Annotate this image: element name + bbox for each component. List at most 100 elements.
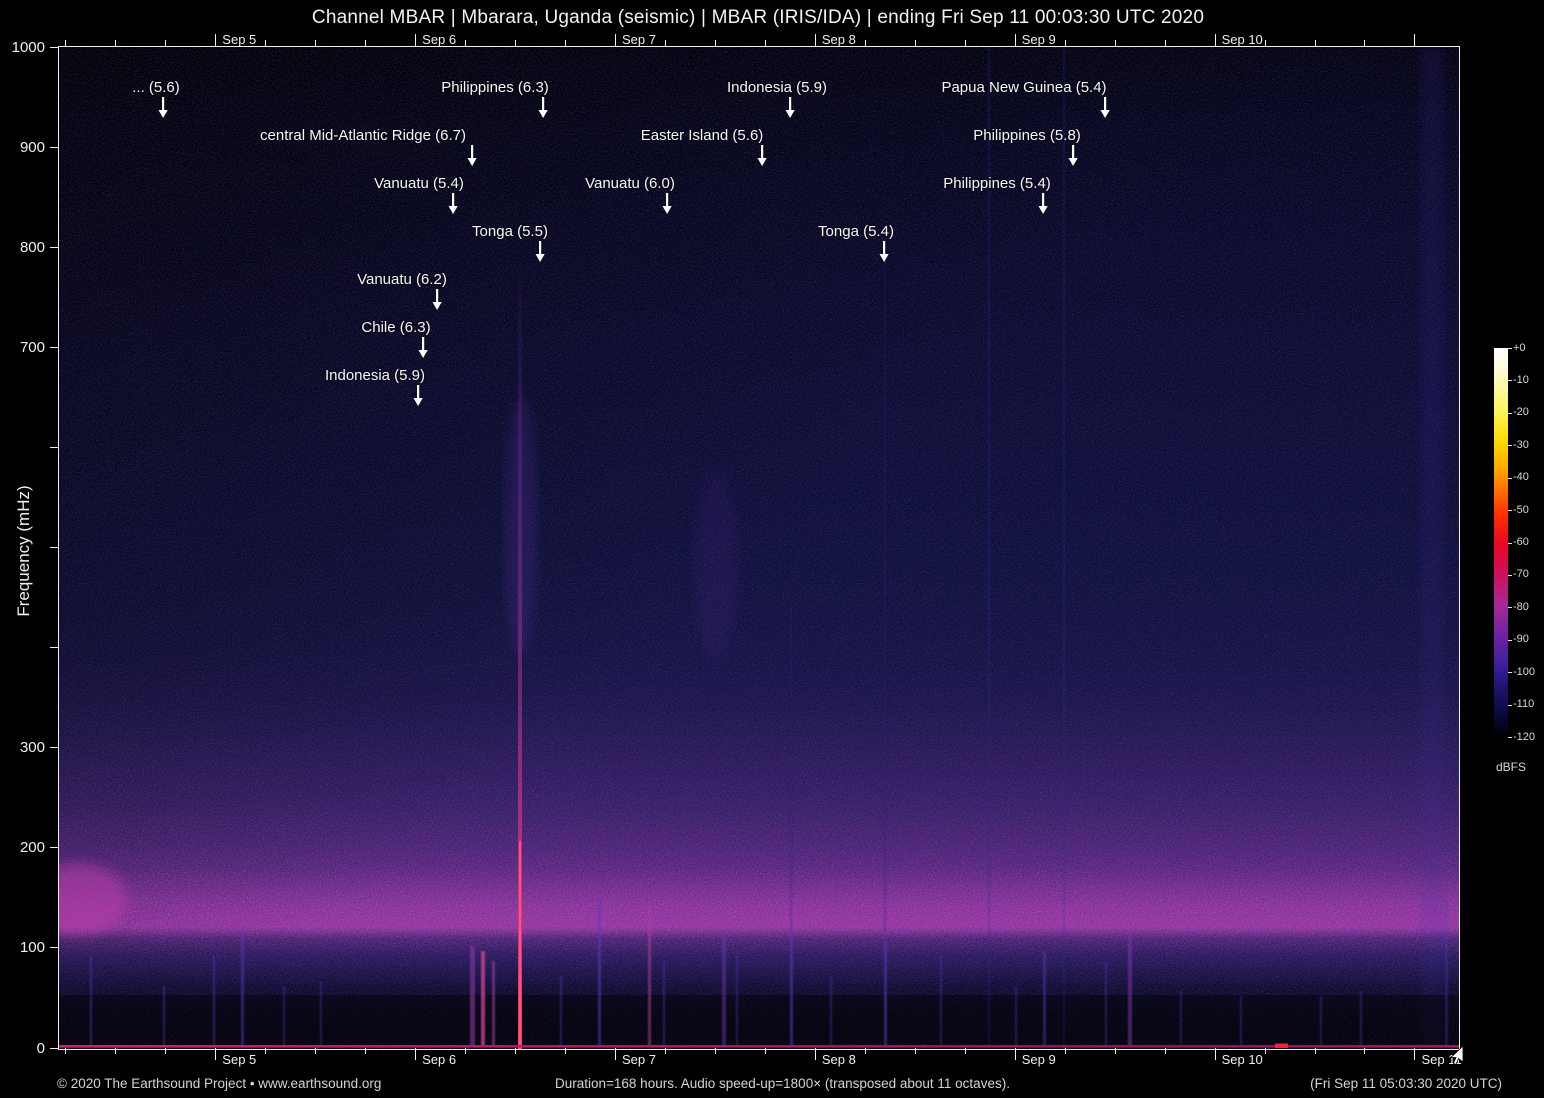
x-tick-label-top: Sep 5	[222, 31, 257, 47]
event-label: Philippines (5.4)	[943, 175, 1051, 192]
spectrogram-image	[59, 47, 1459, 1049]
x-minor-tick	[1364, 1048, 1366, 1054]
colorbar-tick-label: -70	[1513, 568, 1529, 581]
down-arrow-icon	[879, 241, 889, 262]
x-minor-tick	[1064, 1048, 1066, 1054]
down-arrow-icon	[432, 289, 442, 310]
chart-title: Channel MBAR | Mbarara, Uganda (seismic)…	[311, 7, 1205, 28]
x-minor-tick	[1114, 40, 1116, 46]
y-tick	[50, 747, 58, 749]
colorbar-tick-label: -80	[1513, 600, 1529, 613]
x-minor-tick	[265, 40, 267, 46]
colorbar-tick	[1508, 737, 1512, 739]
x-minor-tick	[664, 40, 666, 46]
y-tick-label: 900	[19, 138, 45, 156]
x-major-tick	[1214, 34, 1216, 46]
x-minor-tick	[714, 40, 716, 46]
x-minor-tick	[1264, 1048, 1266, 1054]
footer-timestamp: (Fri Sep 11 05:03:30 2020 UTC)	[1310, 1076, 1502, 1091]
x-minor-tick	[565, 1048, 567, 1054]
down-arrow-icon	[1100, 97, 1110, 118]
x-tick-label-bottom: Sep 6	[422, 1052, 457, 1067]
x-minor-tick	[515, 40, 517, 46]
down-arrow-icon	[418, 337, 428, 358]
x-major-tick	[1014, 1048, 1016, 1060]
x-minor-tick	[365, 1048, 367, 1054]
x-minor-tick	[1364, 40, 1366, 46]
colorbar-tick	[1508, 348, 1512, 349]
footer-duration: Duration=168 hours. Audio speed-up=1800×…	[555, 1076, 1010, 1091]
x-tick-label-bottom: Sep 10	[1221, 1052, 1263, 1067]
down-arrow-icon	[413, 385, 423, 406]
colorbar-tick	[1508, 574, 1512, 576]
colorbar-tick	[1508, 412, 1512, 414]
down-arrow-icon	[535, 241, 545, 262]
y-tick	[50, 1047, 58, 1049]
colorbar-tick	[1508, 639, 1512, 641]
colorbar-tick-label: -100	[1513, 665, 1536, 678]
colorbar-tick	[1508, 445, 1512, 447]
colorbar-tick-label: -90	[1513, 633, 1529, 646]
event-label: Indonesia (5.9)	[324, 367, 426, 384]
x-minor-tick	[664, 1048, 666, 1054]
event-label: Philippines (6.3)	[441, 79, 549, 96]
x-major-tick	[415, 34, 417, 46]
plot-area	[58, 46, 1460, 1050]
x-minor-tick	[964, 1048, 966, 1054]
x-major-tick	[814, 34, 816, 46]
y-tick	[50, 446, 58, 448]
colorbar-unit-label: dBFS	[1496, 760, 1527, 774]
x-major-tick	[1414, 1048, 1416, 1060]
x-minor-tick	[315, 40, 317, 46]
y-tick	[50, 547, 58, 548]
x-minor-tick	[165, 1048, 167, 1054]
y-tick	[50, 647, 58, 649]
x-tick-label-top: Sep 9	[1021, 31, 1056, 47]
y-tick	[50, 46, 58, 48]
y-tick	[50, 246, 58, 248]
colorbar-tick-label: -20	[1513, 406, 1529, 419]
down-arrow-icon	[467, 145, 477, 166]
x-minor-tick	[515, 1048, 517, 1054]
y-tick-label: 700	[19, 338, 45, 356]
x-minor-tick	[914, 40, 916, 46]
x-tick-label-bottom: Sep 5	[222, 1052, 257, 1067]
footer-copyright: © 2020 The Earthsound Project • www.eart…	[57, 1076, 382, 1091]
down-arrow-icon	[1038, 193, 1048, 214]
x-minor-tick	[65, 40, 67, 46]
event-label: ... (5.6)	[132, 79, 180, 96]
event-label: Vanuatu (6.0)	[585, 175, 675, 192]
x-major-tick	[1414, 34, 1416, 46]
colorbar-tick-label: -40	[1513, 471, 1529, 484]
x-major-tick	[1014, 34, 1016, 46]
colorbar-tick-label: +0	[1513, 341, 1526, 354]
x-tick-label-top: Sep 6	[422, 31, 457, 47]
y-tick-label: 200	[19, 839, 45, 857]
x-major-tick	[215, 34, 217, 46]
down-arrow-icon	[538, 97, 548, 118]
x-minor-tick	[714, 1048, 716, 1054]
x-minor-tick	[914, 1048, 916, 1054]
x-major-tick	[615, 1048, 616, 1060]
colorbar-tick	[1508, 380, 1512, 382]
x-minor-tick	[565, 40, 567, 46]
x-minor-tick	[1314, 1048, 1316, 1054]
x-minor-tick	[365, 40, 367, 46]
x-minor-tick	[115, 40, 117, 46]
y-axis-label: Frequency (mHz)	[14, 485, 33, 617]
colorbar-tick-label: -60	[1513, 536, 1529, 549]
down-arrow-icon	[662, 193, 672, 214]
colorbar-tick-label: -120	[1513, 730, 1536, 743]
colorbar-tick-label: -30	[1513, 438, 1529, 451]
x-minor-tick	[165, 40, 167, 46]
x-minor-tick	[1314, 40, 1316, 46]
x-minor-tick	[1264, 40, 1266, 46]
event-label: Vanuatu (6.2)	[357, 271, 447, 288]
x-minor-tick	[115, 1048, 117, 1054]
x-minor-tick	[1064, 40, 1066, 46]
y-tick-label: 800	[19, 238, 45, 256]
colorbar-tick-label: -110	[1513, 698, 1535, 711]
x-tick-label-bottom: Sep 11	[1421, 1052, 1462, 1067]
x-minor-tick	[764, 1048, 766, 1054]
